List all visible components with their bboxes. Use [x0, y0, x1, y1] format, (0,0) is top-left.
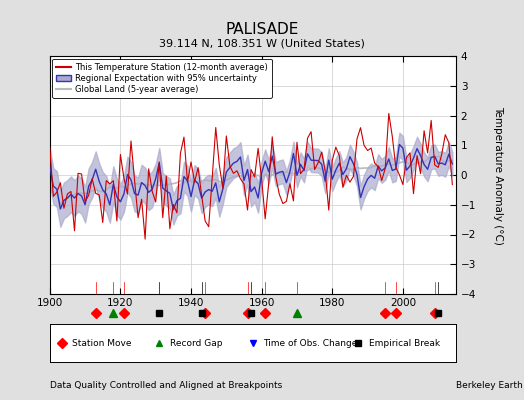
Y-axis label: Temperature Anomaly (°C): Temperature Anomaly (°C)	[493, 106, 503, 244]
Text: Empirical Break: Empirical Break	[368, 338, 440, 348]
Text: Station Move: Station Move	[72, 338, 132, 348]
Text: 39.114 N, 108.351 W (United States): 39.114 N, 108.351 W (United States)	[159, 38, 365, 48]
Text: Record Gap: Record Gap	[170, 338, 222, 348]
Text: Berkeley Earth: Berkeley Earth	[456, 381, 522, 390]
Legend: This Temperature Station (12-month average), Regional Expectation with 95% uncer: This Temperature Station (12-month avera…	[52, 58, 272, 98]
Text: PALISADE: PALISADE	[225, 22, 299, 37]
Text: Data Quality Controlled and Aligned at Breakpoints: Data Quality Controlled and Aligned at B…	[50, 381, 282, 390]
Text: Time of Obs. Change: Time of Obs. Change	[263, 338, 357, 348]
